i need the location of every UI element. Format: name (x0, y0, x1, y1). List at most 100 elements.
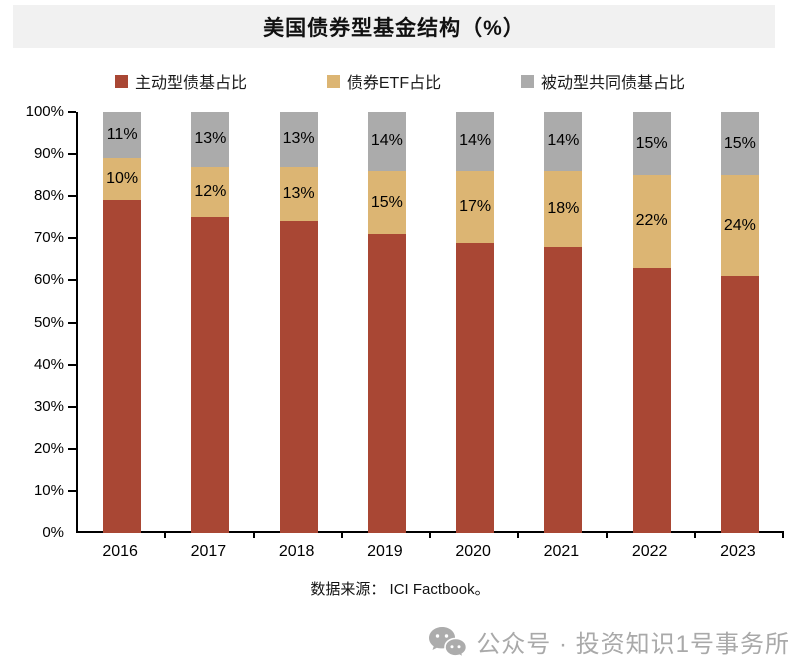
bar-segment-主动型债基占比 (456, 242, 495, 533)
x-tickmark (517, 531, 520, 538)
bar-value-label: 15% (723, 134, 756, 152)
legend-label: 被动型共同债基占比 (540, 75, 685, 92)
y-tickmark (68, 195, 76, 198)
bar-2023: 15% 24% (720, 112, 759, 533)
bar-segment-债券ETF占比: 15% (367, 170, 406, 235)
bar-segment-主动型债基占比 (720, 276, 759, 533)
y-tickmark (68, 321, 76, 324)
x-category-label: 2018 (278, 543, 315, 560)
legend: 主动型债基占比 债券ETF占比 被动型共同债基占比 (115, 70, 685, 92)
plot-area: 11% 10% 13% 12% 13% 13% 14% 15% 14% 17% 14% 18% 15% 2… (68, 111, 784, 538)
y-tickmark (68, 447, 76, 450)
bar-value-label: 14% (547, 132, 580, 150)
legend-label: 债券ETF占比 (346, 75, 442, 92)
x-tickmark (693, 531, 696, 538)
y-tickmark (68, 279, 76, 282)
bar-segment-债券ETF占比: 13% (279, 166, 318, 222)
bar-segment-被动型共同债基占比: 14% (367, 112, 406, 171)
bar-segment-主动型债基占比 (367, 234, 406, 533)
x-category-label: 2019 (367, 543, 403, 560)
bar-segment-债券ETF占比: 12% (191, 166, 230, 218)
x-category-label: 2016 (102, 543, 138, 560)
bar-segment-主动型债基占比 (632, 267, 671, 533)
bar-value-label: 13% (194, 130, 227, 148)
bar-segment-主动型债基占比 (544, 246, 583, 533)
bar-segment-主动型债基占比 (279, 221, 318, 533)
y-tick-label: 70% (33, 229, 64, 247)
y-tick-label: 30% (33, 397, 64, 415)
bar-value-label: 17% (459, 197, 492, 215)
bar-2021: 14% 18% (544, 112, 583, 533)
bar-segment-债券ETF占比: 10% (103, 158, 142, 201)
y-tick-label: 90% (33, 145, 64, 163)
x-tickmark (429, 531, 431, 538)
bar-value-label: 12% (194, 182, 227, 200)
legend-swatch (326, 74, 340, 88)
bar-value-label: 13% (282, 185, 315, 203)
bar-value-label: 11% (106, 126, 138, 144)
bar-segment-主动型债基占比 (191, 217, 230, 533)
bar-value-label: 18% (547, 199, 580, 217)
title-banner: 美国债券型基金结构（%） (13, 5, 775, 48)
x-tickmark (340, 531, 343, 538)
bar-segment-被动型共同债基占比: 15% (632, 112, 671, 176)
x-axis-labels: 2016 2017 2018 2019 2020 2021 2022 2023 (76, 543, 782, 563)
bar-value-label: 10% (106, 170, 139, 188)
legend-item-etf: 债券ETF占比 (326, 69, 442, 93)
bar-value-label: 24% (723, 216, 756, 234)
x-tickmark (782, 531, 784, 538)
bar-2018: 13% 13% (279, 112, 318, 533)
wechat-icon (429, 626, 467, 658)
bar-2016: 11% 10% (103, 112, 142, 533)
y-tick-label: 100% (25, 103, 64, 120)
bar-segment-债券ETF占比: 18% (544, 170, 583, 247)
y-tick-label: 40% (33, 355, 64, 373)
bar-segment-被动型共同债基占比: 15% (720, 112, 759, 176)
bar-segment-被动型共同债基占比: 14% (544, 112, 583, 171)
chart-title: 美国债券型基金结构（%） (263, 16, 525, 40)
bar-value-label: 14% (459, 132, 492, 150)
legend-swatch (520, 74, 534, 88)
bar-segment-债券ETF占比: 24% (720, 175, 759, 277)
bar-2020: 14% 17% (456, 112, 495, 533)
y-tickmark (68, 153, 76, 156)
legend-item-active: 主动型债基占比 (115, 69, 247, 93)
bar-segment-被动型共同债基占比: 13% (279, 112, 318, 167)
y-tickmark (68, 111, 76, 113)
bar-segment-主动型债基占比 (103, 200, 142, 533)
footer: 公众号 · 投资知识1号事务所 (428, 624, 790, 659)
x-tickmark (164, 531, 167, 538)
bar-value-label: 14% (370, 132, 403, 150)
x-category-label: 2021 (543, 543, 580, 560)
bar-segment-被动型共同债基占比: 14% (456, 112, 495, 171)
wechat-account-label: 公众号 · 投资知识1号事务所 (476, 631, 790, 658)
x-category-label: 2022 (631, 543, 668, 560)
y-tick-label: 80% (33, 187, 64, 205)
y-tick-label: 10% (33, 481, 64, 499)
legend-swatch (115, 74, 128, 88)
x-category-label: 2017 (190, 543, 227, 560)
y-tickmark (68, 489, 76, 492)
bar-value-label: 15% (635, 134, 668, 152)
legend-label: 主动型债基占比 (135, 75, 248, 92)
y-tick-label: 50% (33, 313, 64, 331)
bar-value-label: 13% (282, 130, 315, 148)
y-tick-label: 20% (33, 439, 64, 457)
bar-2017: 13% 12% (191, 112, 230, 533)
x-category-label: 2023 (720, 543, 756, 560)
bar-segment-债券ETF占比: 22% (632, 175, 671, 268)
x-category-label: 2020 (455, 543, 491, 560)
y-tickmark (68, 405, 76, 408)
source-note: 数据来源： ICI Factbook。 (310, 581, 490, 598)
y-tick-label: 60% (33, 271, 64, 289)
x-tickmark (605, 531, 608, 538)
bar-2019: 14% 15% (367, 112, 406, 533)
bar-segment-被动型共同债基占比: 13% (191, 112, 230, 167)
bar-value-label: 22% (635, 212, 668, 230)
bar-segment-被动型共同债基占比: 11% (103, 112, 142, 159)
x-tickmark (252, 531, 255, 538)
bar-segment-债券ETF占比: 17% (456, 170, 495, 243)
bar-value-label: 15% (370, 193, 403, 211)
legend-item-passive: 被动型共同债基占比 (520, 69, 685, 93)
